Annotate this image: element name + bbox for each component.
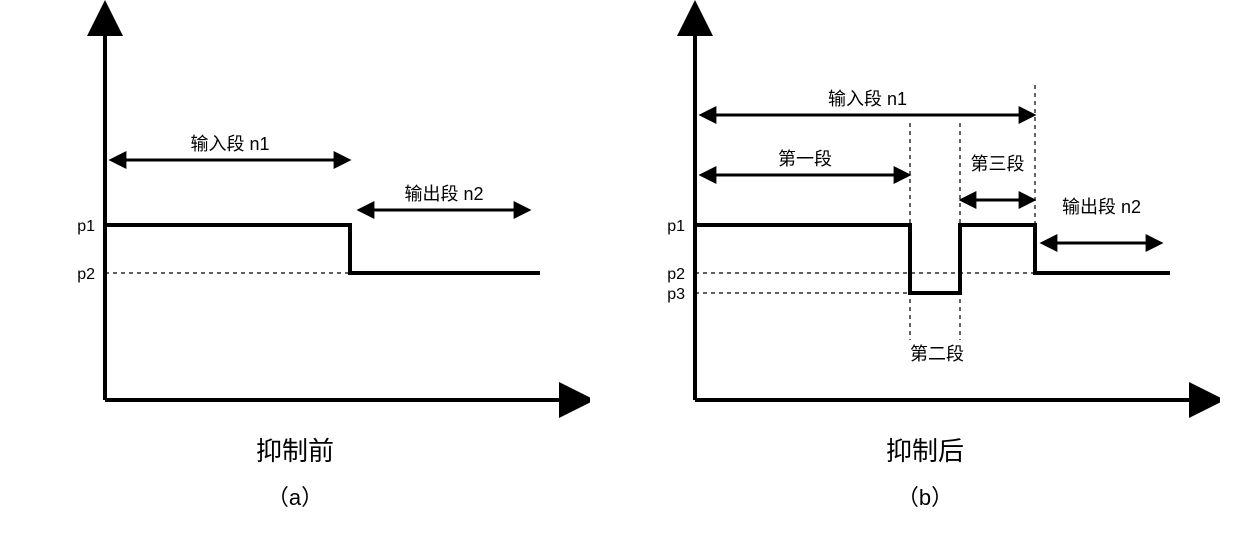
span-input: 输入段 n1 xyxy=(702,89,1033,115)
span-seg1: 第一段 xyxy=(702,149,908,175)
seg2-label: 第二段 xyxy=(910,344,964,364)
panel-before-suppression: p1 p2 输入段 n1 输出段 n2 抑制前 （a） xyxy=(30,0,590,530)
span-label: 第一段 xyxy=(778,149,832,169)
chart-a: p1 p2 输入段 n1 输出段 n2 抑制前 （a） xyxy=(30,0,590,530)
span-label: 输出段 n2 xyxy=(1062,197,1141,217)
span-label: 输出段 n2 xyxy=(404,184,483,204)
y-label-p1: p1 xyxy=(667,218,685,235)
y-label-p1: p1 xyxy=(77,218,95,235)
span-label: 第三段 xyxy=(971,154,1025,174)
panel-caption: 抑制前 xyxy=(256,436,334,466)
waveform-b xyxy=(695,225,1170,293)
chart-b: p1 p2 p3 输入段 n1 第一段 第三段输出段 n2 第二段抑制后 （b） xyxy=(620,0,1220,530)
span-seg3: 第三段 xyxy=(962,154,1033,200)
y-label-p3: p3 xyxy=(667,286,685,303)
span-label: 输入段 n1 xyxy=(190,134,269,154)
waveform-a xyxy=(105,225,540,273)
span-output: 输出段 n2 xyxy=(360,184,528,210)
span-input: 输入段 n1 xyxy=(112,134,348,160)
span-label: 输入段 n1 xyxy=(828,89,907,109)
span-output: 输出段 n2 xyxy=(1043,197,1160,243)
page: p1 p2 输入段 n1 输出段 n2 抑制前 （a） p1 p2 p3 输入段 n1 第一段 第三… xyxy=(0,0,1240,530)
panel-after-suppression: p1 p2 p3 输入段 n1 第一段 第三段输出段 n2 第二段抑制后 （b） xyxy=(620,0,1220,530)
panel-caption: 抑制后 xyxy=(886,436,964,466)
y-label-p2: p2 xyxy=(667,266,685,283)
panel-subcaption: （a） xyxy=(267,485,323,510)
y-label-p2: p2 xyxy=(77,266,95,283)
panel-subcaption: （b） xyxy=(897,485,953,510)
